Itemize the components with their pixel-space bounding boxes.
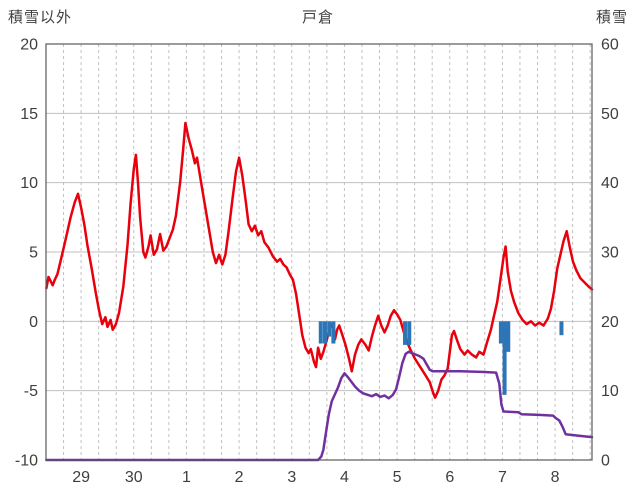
svg-text:-10: -10	[15, 453, 38, 470]
svg-text:5: 5	[29, 245, 38, 262]
svg-text:6: 6	[445, 469, 454, 486]
svg-text:20: 20	[601, 314, 619, 331]
svg-text:29: 29	[72, 469, 90, 486]
right-axis-tick-labels: 60 50 40 30 20 10 0	[601, 37, 619, 470]
svg-text:40: 40	[601, 175, 619, 192]
svg-text:50: 50	[601, 106, 619, 123]
svg-text:3: 3	[287, 469, 296, 486]
svg-text:0: 0	[601, 453, 610, 470]
snowfall-bars	[318, 321, 564, 395]
right-axis-title: 積雪	[595, 9, 628, 26]
svg-text:20: 20	[20, 37, 38, 54]
svg-text:60: 60	[601, 37, 619, 54]
svg-text:1: 1	[182, 469, 191, 486]
svg-text:10: 10	[20, 175, 38, 192]
left-axis-title: 積雪以外	[8, 9, 73, 26]
svg-text:10: 10	[601, 383, 619, 400]
temperature-line	[45, 121, 594, 399]
svg-text:7: 7	[498, 469, 507, 486]
x-axis-tick-labels: 29 30 1 2 3 4 5 6 7 8	[72, 469, 559, 486]
svg-text:4: 4	[340, 469, 349, 486]
plot-border	[45, 43, 593, 461]
svg-text:0: 0	[29, 314, 38, 331]
snow-depth-line	[45, 350, 594, 462]
svg-text:8: 8	[551, 469, 560, 486]
svg-text:30: 30	[125, 469, 143, 486]
svg-text:2: 2	[235, 469, 244, 486]
svg-text:30: 30	[601, 245, 619, 262]
svg-text:15: 15	[20, 106, 38, 123]
svg-text:5: 5	[393, 469, 402, 486]
chart-title: 戸倉	[301, 9, 334, 26]
svg-text:-5: -5	[24, 383, 38, 400]
left-axis-tick-labels: 20 15 10 5 0 -5 -10	[15, 37, 38, 470]
